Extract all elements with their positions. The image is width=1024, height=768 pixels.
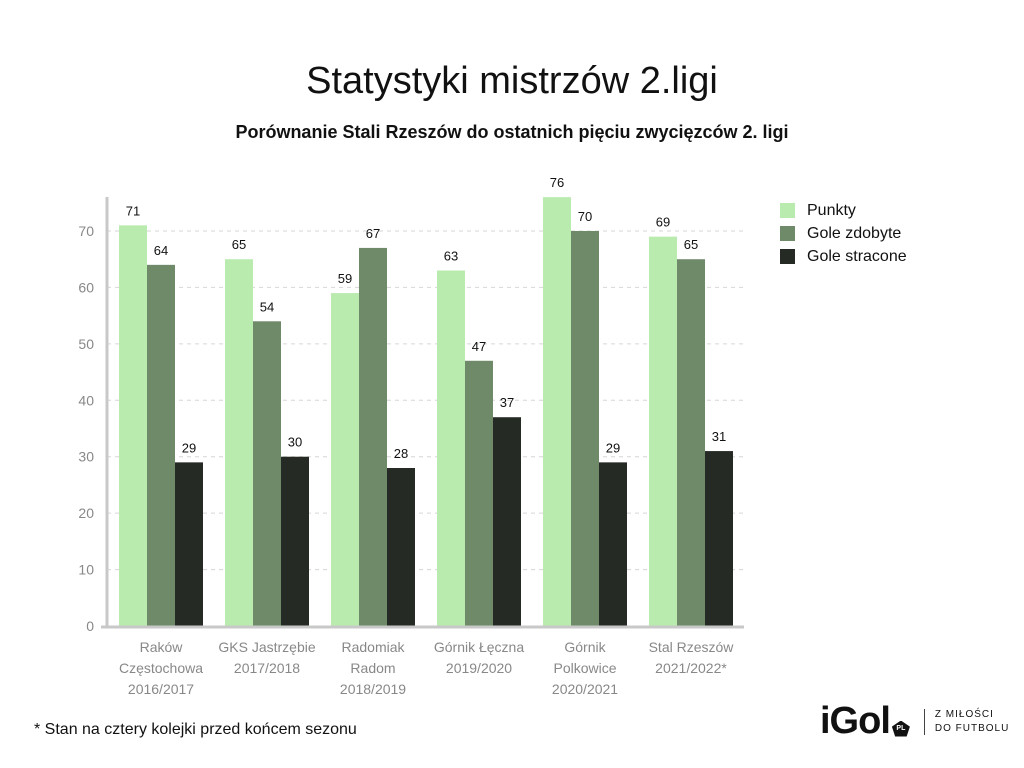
logo-badge: PL [891, 720, 910, 737]
category-label: 2017/2018 [234, 660, 300, 676]
y-tick-label: 10 [78, 562, 94, 578]
value-label: 28 [394, 446, 408, 461]
bars [119, 197, 733, 626]
value-label: 63 [444, 249, 458, 264]
value-label: 67 [366, 226, 380, 241]
legend-swatch [780, 203, 795, 218]
bar [175, 462, 203, 626]
category-label: Stal Rzeszów [649, 639, 735, 655]
category-label: Górnik [564, 639, 606, 655]
bar [705, 451, 733, 626]
category-label: Częstochowa [119, 660, 203, 676]
bar [119, 225, 147, 626]
value-label: 30 [288, 435, 302, 450]
value-label: 65 [232, 237, 246, 252]
logo-tagline: Z MIŁOŚCI DO FUTBOLU [935, 708, 1009, 736]
bar [225, 259, 253, 626]
category-label: 2018/2019 [340, 681, 406, 697]
bar [147, 264, 175, 626]
legend-swatch [780, 226, 795, 241]
bar [571, 231, 599, 626]
y-tick-label: 60 [78, 279, 94, 295]
legend-item-punkty[interactable]: Punkty [780, 199, 907, 222]
category-label: 2016/2017 [128, 681, 194, 697]
y-tick-label: 0 [86, 618, 94, 634]
category-label: Radom [350, 660, 395, 676]
legend: Punkty Gole zdobyte Gole stracone [780, 199, 907, 268]
value-label: 54 [260, 299, 274, 314]
bar [649, 236, 677, 626]
axes [101, 197, 744, 629]
chart-subtitle: Porównanie Stali Rzeszów do ostatnich pi… [235, 122, 789, 142]
value-label: 37 [500, 395, 514, 410]
value-label: 69 [656, 215, 670, 230]
legend-item-gole-stracone[interactable]: Gole stracone [780, 245, 907, 268]
bar [493, 417, 521, 626]
bar [359, 247, 387, 626]
legend-swatch [780, 249, 795, 264]
bar [281, 456, 309, 626]
bar [253, 321, 281, 626]
category-label: 2021/2022* [655, 660, 727, 676]
legend-label: Gole stracone [807, 247, 907, 265]
value-label: 70 [578, 209, 592, 224]
chart-title: Statystyki mistrzów 2.ligi [306, 60, 718, 102]
category-label: GKS Jastrzębie [218, 639, 315, 655]
gridlines [107, 230, 744, 571]
value-label: 59 [338, 271, 352, 286]
bar [331, 293, 359, 626]
y-tick-label: 40 [78, 392, 94, 408]
y-tick-labels: 0 10 20 30 40 50 60 70 [78, 223, 94, 634]
bar [599, 462, 627, 626]
logo-wordmark: iGol [820, 700, 891, 742]
logo-tagline-line: DO FUTBOLU [934, 722, 1010, 734]
category-label: Górnik Łęczna [434, 639, 524, 655]
bar [465, 360, 493, 626]
y-tick-label: 70 [78, 223, 94, 239]
legend-label: Gole zdobyte [807, 224, 902, 242]
bar [437, 270, 465, 626]
igol-logo: iGol PL Z MIŁOŚCI DO FUTBOLU [820, 700, 1009, 743]
category-label: 2019/2020 [446, 660, 512, 676]
category-labels: Raków Częstochowa 2016/2017 GKS Jastrzębie 2… [119, 639, 734, 697]
value-label: 64 [154, 243, 168, 258]
value-labels: 71 65 59 63 76 69 64 54 67 47 70 65 29 30 28 37 29 31 [126, 175, 726, 461]
category-label: Polkowice [553, 660, 616, 676]
logo-tagline-line: Z MIŁOŚCI [934, 708, 994, 720]
legend-item-gole-zdobyte[interactable]: Gole zdobyte [780, 222, 907, 245]
category-label: Radomiak [341, 639, 405, 655]
y-tick-label: 30 [78, 449, 94, 465]
value-label: 76 [550, 175, 564, 190]
legend-label: Punkty [807, 201, 856, 219]
category-label: 2020/2021 [552, 681, 618, 697]
category-label: Raków [140, 639, 184, 655]
value-label: 65 [684, 237, 698, 252]
value-label: 47 [472, 339, 486, 354]
value-label: 31 [712, 429, 726, 444]
value-label: 29 [606, 440, 620, 455]
value-label: 29 [182, 440, 196, 455]
y-tick-label: 20 [78, 505, 94, 521]
footnote: * Stan na cztery kolejki przed końcem se… [34, 721, 357, 738]
logo-divider [923, 708, 925, 735]
value-label: 71 [126, 203, 140, 218]
y-tick-label: 50 [78, 336, 94, 352]
bar [543, 197, 571, 626]
bar [677, 259, 705, 626]
bar [387, 468, 415, 626]
